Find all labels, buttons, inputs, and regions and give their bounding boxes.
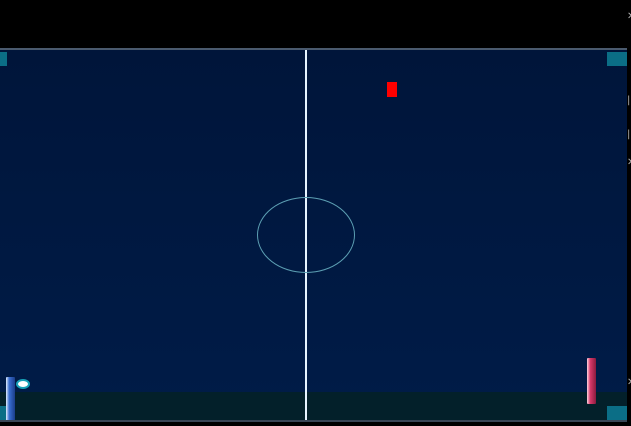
corner-post-top-right: [607, 52, 627, 66]
edge-glyph-icon: |: [627, 95, 631, 106]
left-paddle[interactable]: [6, 377, 15, 420]
close-icon[interactable]: ✕: [627, 12, 631, 22]
ball: [16, 379, 30, 389]
arena-bottom-strip: [0, 392, 627, 420]
center-circle: [257, 197, 355, 273]
close-icon[interactable]: ✕: [627, 158, 631, 168]
right-paddle: [587, 358, 596, 404]
red-block-target: [387, 82, 397, 97]
corner-post-bottom-right: [607, 406, 627, 420]
top-black-bar: [0, 0, 631, 48]
close-icon[interactable]: ✕: [627, 378, 631, 388]
right-edge-partial-ui: ✕ | | ✕ ✕: [627, 0, 631, 426]
corner-post-top-left: [0, 52, 7, 66]
corner-post-bottom-left: [0, 406, 7, 420]
game-arena[interactable]: [0, 48, 627, 422]
edge-glyph-icon: |: [627, 129, 631, 140]
